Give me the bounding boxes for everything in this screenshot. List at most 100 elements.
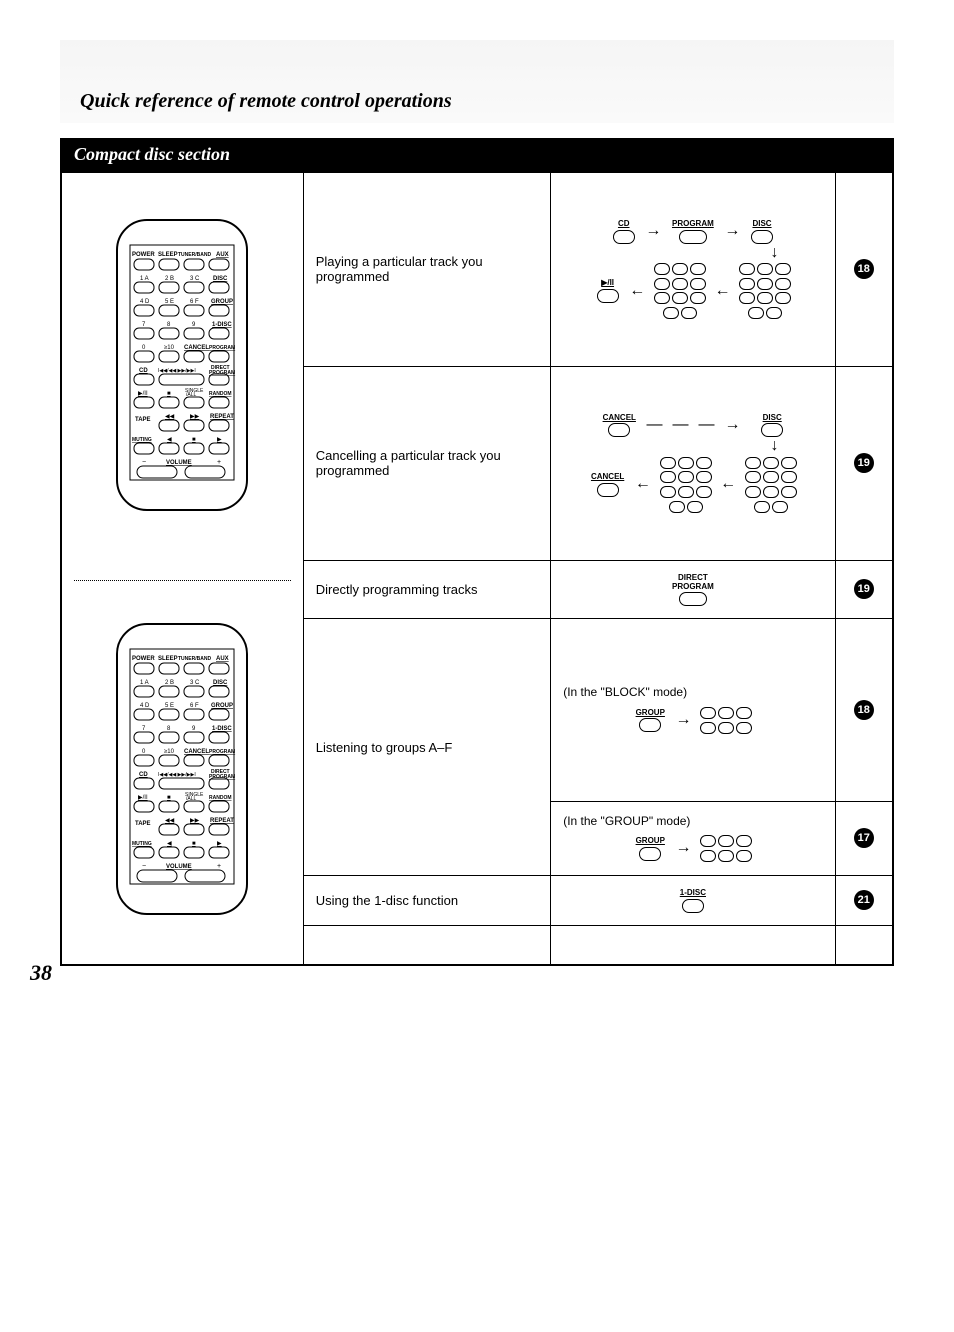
svg-text:+: + xyxy=(217,459,221,466)
numpad-icon xyxy=(738,262,792,320)
svg-text:SLEEP: SLEEP xyxy=(158,252,178,258)
svg-text:AUX: AUX xyxy=(216,252,229,258)
svg-text:7: 7 xyxy=(142,322,146,328)
svg-text:VOLUME: VOLUME xyxy=(166,460,192,466)
svg-text:PROGRAM: PROGRAM xyxy=(209,774,235,780)
svg-text:AUX: AUX xyxy=(216,656,229,662)
svg-text:▶▶: ▶▶ xyxy=(190,414,200,420)
svg-text:▶▶: ▶▶ xyxy=(190,818,200,824)
svg-text:CANCEL: CANCEL xyxy=(184,749,209,755)
svg-text:SLEEP: SLEEP xyxy=(158,656,178,662)
svg-text:3 C: 3 C xyxy=(190,680,200,686)
svg-text:4 D: 4 D xyxy=(140,299,150,305)
svg-text:REPEAT: REPEAT xyxy=(210,818,234,824)
svg-text:CANCEL: CANCEL xyxy=(184,345,209,351)
reference-table: POWER SLEEP TUNER/BAND AUX 1 A 2 B 3 C xyxy=(60,171,894,966)
desc-cell: Cancelling a particular track you progra… xyxy=(303,366,550,560)
flow-cell-cancel-play: CANCEL ———→ DISC ↓ CANCEL ← ← xyxy=(551,366,835,560)
svg-text:6 F: 6 F xyxy=(190,299,199,305)
svg-text:DISC: DISC xyxy=(213,276,228,282)
svg-text:−: − xyxy=(142,459,146,466)
svg-text:4 D: 4 D xyxy=(140,703,150,709)
dotted-separator xyxy=(74,580,291,581)
svg-text:PROGRAM: PROGRAM xyxy=(209,370,235,376)
svg-text:9: 9 xyxy=(192,726,196,732)
numpad-icon xyxy=(744,455,798,513)
svg-text:8: 8 xyxy=(167,726,171,732)
svg-text:◀◀: ◀◀ xyxy=(165,818,175,824)
svg-text:RANDOM: RANDOM xyxy=(209,391,232,397)
page-number: 38 xyxy=(30,960,52,986)
svg-text:TUNER/BAND: TUNER/BAND xyxy=(178,252,211,258)
svg-text:POWER: POWER xyxy=(132,656,155,662)
svg-text:1 A: 1 A xyxy=(140,276,149,282)
numpad-icon xyxy=(659,455,713,513)
svg-text:2 B: 2 B xyxy=(165,276,174,282)
flow-cell xyxy=(551,925,835,965)
remote-control-diagram: POWER SLEEP TUNER/BAND AUX 1 A 2 B 3 C D… xyxy=(74,589,291,952)
svg-text:CD: CD xyxy=(139,772,148,778)
svg-text:▶: ▶ xyxy=(217,841,222,847)
svg-text:MUTING: MUTING xyxy=(132,437,152,443)
svg-text:I◀◀/◀◀ ▶▶/▶▶I: I◀◀/◀◀ ▶▶/▶▶I xyxy=(158,772,196,778)
ref-cell xyxy=(835,925,893,965)
ref-cell: 18 xyxy=(835,619,893,802)
svg-text:6 F: 6 F xyxy=(190,703,199,709)
svg-text:1-DISC: 1-DISC xyxy=(212,322,232,328)
remote-cell-lower: POWER SLEEP TUNER/BAND AUX 1 A 2 B 3 C D… xyxy=(61,560,303,965)
svg-text:I◀◀/◀◀ ▶▶/▶▶I: I◀◀/◀◀ ▶▶/▶▶I xyxy=(158,368,196,374)
svg-text:▶/II: ▶/II xyxy=(138,795,148,801)
svg-text:POWER: POWER xyxy=(132,252,155,258)
alpha-pad-icon xyxy=(699,834,753,863)
svg-text:GROUP: GROUP xyxy=(211,299,233,305)
svg-text:≥10: ≥10 xyxy=(164,749,175,755)
desc-cell: Playing a particular track you programme… xyxy=(303,172,550,366)
flow-cell-direct-program: DIRECT PROGRAM xyxy=(551,560,835,619)
svg-text:PROGRAM: PROGRAM xyxy=(209,345,235,351)
svg-text:0: 0 xyxy=(142,345,146,351)
svg-text:5 E: 5 E xyxy=(165,703,174,709)
svg-text:CD: CD xyxy=(139,368,148,374)
svg-text:3 C: 3 C xyxy=(190,276,200,282)
svg-text:−: − xyxy=(142,863,146,870)
svg-text:TUNER/BAND: TUNER/BAND xyxy=(178,656,211,662)
svg-text:1 A: 1 A xyxy=(140,680,149,686)
ref-cell: 19 xyxy=(835,560,893,619)
remote-cell-upper: POWER SLEEP TUNER/BAND AUX 1 A 2 B 3 C xyxy=(61,172,303,560)
svg-text:1-DISC: 1-DISC xyxy=(212,726,232,732)
svg-text:TAPE: TAPE xyxy=(135,417,151,423)
svg-text:RANDOM: RANDOM xyxy=(209,795,232,801)
svg-text:REPEAT: REPEAT xyxy=(210,414,234,420)
svg-text:■: ■ xyxy=(192,841,196,847)
svg-text:2 B: 2 B xyxy=(165,680,174,686)
svg-text:0: 0 xyxy=(142,749,146,755)
alpha-pad-icon xyxy=(699,705,753,734)
svg-text:◀: ◀ xyxy=(167,437,172,443)
flow-cell-group-block: (In the "BLOCK" mode) GROUP → xyxy=(551,619,835,802)
svg-text:VOLUME: VOLUME xyxy=(166,864,192,870)
svg-text:TAPE: TAPE xyxy=(135,821,151,827)
svg-text:PROGRAM: PROGRAM xyxy=(209,749,235,755)
ref-cell: 17 xyxy=(835,801,893,875)
desc-cell: Listening to groups A–F xyxy=(303,619,550,876)
svg-text:MUTING: MUTING xyxy=(132,841,152,847)
svg-text:▶/II: ▶/II xyxy=(138,391,148,397)
svg-text:9: 9 xyxy=(192,322,196,328)
svg-text:▶: ▶ xyxy=(217,437,222,443)
numpad-icon xyxy=(653,262,707,320)
svg-text:8: 8 xyxy=(167,322,171,328)
svg-text:◀: ◀ xyxy=(167,841,172,847)
svg-text:◀◀: ◀◀ xyxy=(165,414,175,420)
svg-text:5 E: 5 E xyxy=(165,299,174,305)
page-header: Quick reference of remote control operat… xyxy=(60,40,894,123)
ref-cell: 21 xyxy=(835,875,893,925)
svg-text:DISC: DISC xyxy=(213,680,228,686)
svg-text:■: ■ xyxy=(167,795,171,801)
remote-control-diagram: POWER SLEEP TUNER/BAND AUX 1 A 2 B 3 C xyxy=(74,185,291,548)
svg-text:GROUP: GROUP xyxy=(211,703,233,709)
svg-text:+: + xyxy=(217,863,221,870)
flow-cell-one-disc: 1-DISC xyxy=(551,875,835,925)
desc-cell xyxy=(303,925,550,965)
flow-cell-group-group: (In the "GROUP" mode) GROUP → xyxy=(551,801,835,875)
section-title: Compact disc section xyxy=(60,138,894,171)
